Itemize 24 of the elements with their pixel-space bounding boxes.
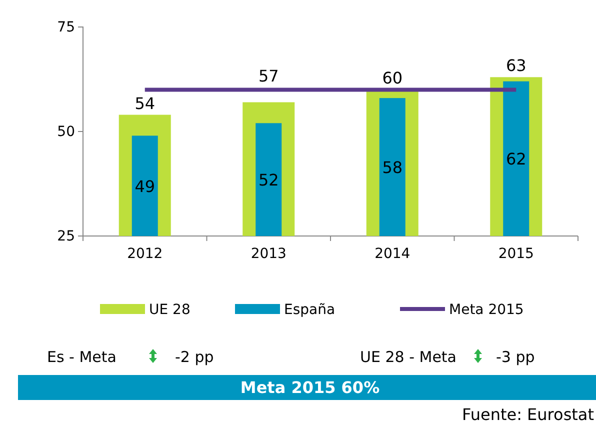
data-label: 54 [134,94,156,113]
x-tick-label: 2013 [250,246,286,262]
x-tick-label: 2014 [374,246,410,262]
legend-label: Meta 2015 [449,302,524,318]
text: Es - Meta [47,348,116,366]
source-note: Fuente: Eurostat [462,405,594,424]
data-label: 60 [382,68,403,88]
y-tick-label: 50 [57,124,75,140]
text: -3 pp [496,348,535,366]
data-label: 58 [382,158,403,178]
text: UE 28 - Meta [360,348,457,366]
x-tick-label: 2012 [127,246,163,262]
legend-label: España [284,302,336,318]
x-tick-label: 2015 [498,246,534,262]
data-label: 62 [506,150,526,169]
text: -2 pp [175,348,214,366]
legend-label: UE 28 [149,302,190,318]
data-label: 52 [258,170,279,190]
text: Meta 2015 60% [240,378,380,397]
y-tick-label: 75 [57,19,75,36]
data-label: 63 [506,56,526,76]
y-tick-label: 25 [57,228,75,244]
data-label: 49 [134,176,156,196]
data-label: 57 [258,66,279,86]
